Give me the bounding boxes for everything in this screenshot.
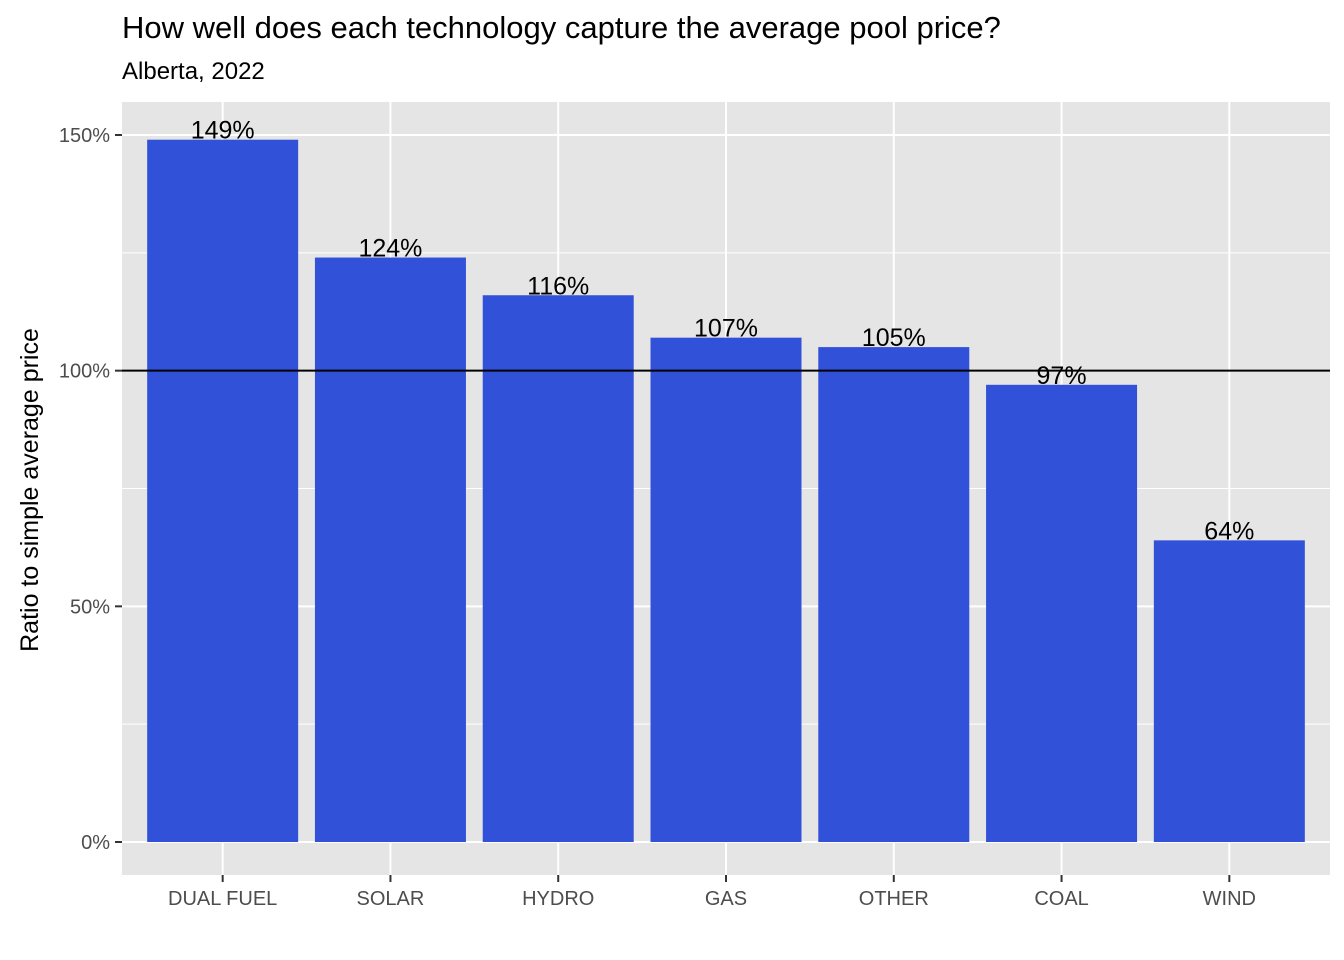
- x-tick-label: WIND: [1203, 888, 1256, 910]
- y-tick-label: 0%: [81, 832, 110, 854]
- bar-value-labels: 149% 124% 116% 107% 105% 97% 64%: [191, 117, 1255, 546]
- x-tick-label: COAL: [1034, 888, 1088, 910]
- bar-dual-fuel: [147, 139, 299, 843]
- x-tick-label: GAS: [705, 888, 747, 910]
- bars: [147, 139, 1305, 843]
- bar-other: [818, 347, 970, 843]
- bar-value-label: 97%: [1037, 362, 1087, 390]
- y-tick-label: 100%: [59, 361, 110, 383]
- x-tick-label: OTHER: [859, 888, 929, 910]
- y-axis-title: Ratio to simple average price: [16, 328, 44, 652]
- y-tick-label: 150%: [59, 125, 110, 147]
- bar-value-label: 149%: [191, 117, 255, 145]
- bar-value-label: 124%: [358, 235, 422, 263]
- bar-gas: [650, 337, 802, 843]
- bar-value-label: 107%: [694, 315, 758, 343]
- chart-title: How well does each technology capture th…: [122, 10, 1001, 45]
- bar-solar: [314, 257, 466, 843]
- x-tick-label: DUAL FUEL: [168, 888, 277, 910]
- x-tick-label: HYDRO: [522, 888, 594, 910]
- chart-subtitle: Alberta, 2022: [122, 58, 265, 85]
- y-tick-label: 50%: [70, 596, 110, 618]
- bar-hydro: [482, 295, 634, 843]
- x-tick-label: SOLAR: [357, 888, 425, 910]
- y-axis: 0% 50% 100% 150%: [59, 125, 122, 854]
- x-axis: DUAL FUEL SOLAR HYDRO GAS OTHER COAL WIND: [168, 875, 1256, 910]
- bar-value-label: 64%: [1204, 517, 1254, 545]
- bar-value-label: 116%: [527, 272, 589, 300]
- bar-coal: [986, 384, 1138, 843]
- bar-wind: [1153, 540, 1305, 843]
- bar-value-label: 105%: [862, 324, 926, 352]
